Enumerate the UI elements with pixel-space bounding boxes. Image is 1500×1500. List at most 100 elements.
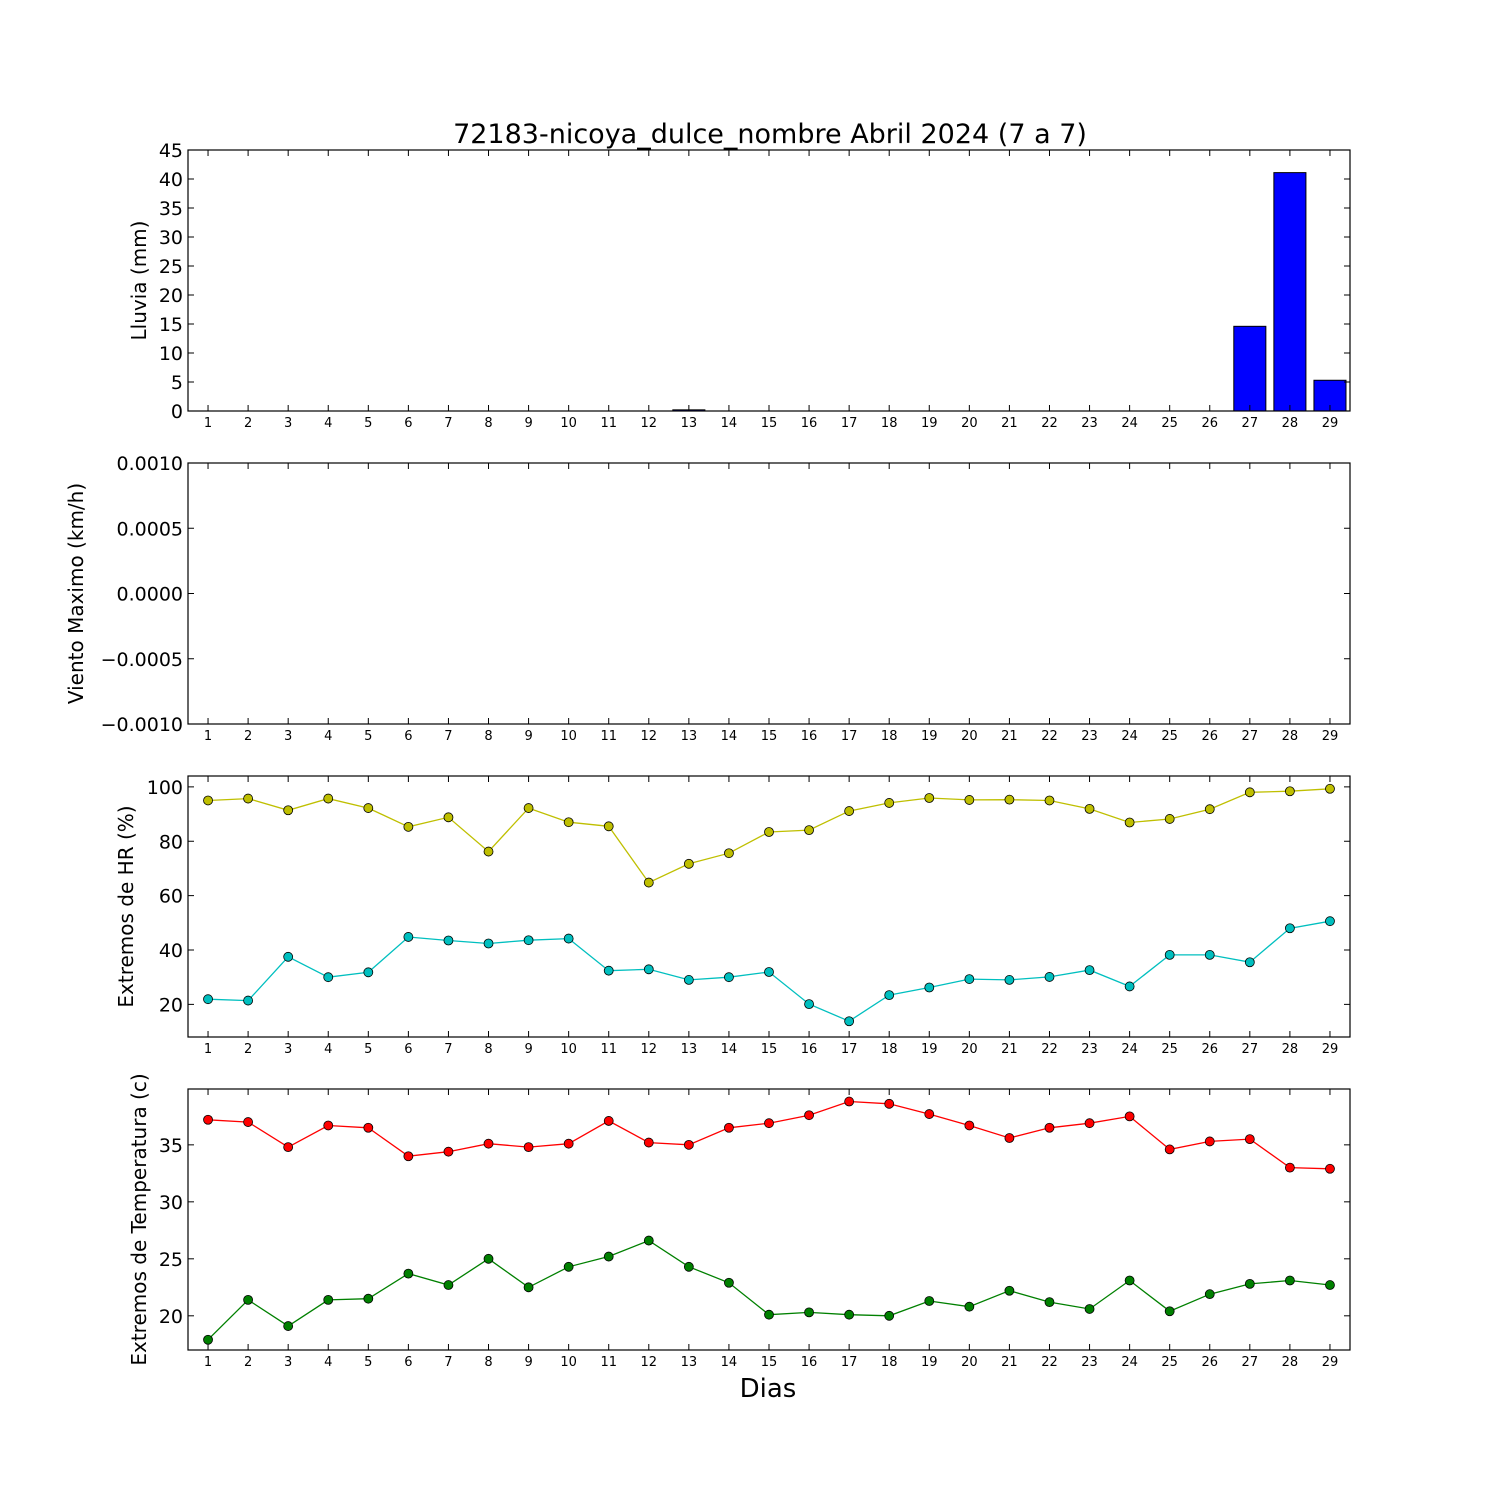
x-tick-label: 21: [1001, 416, 1018, 431]
x-tick-label: 22: [1041, 1355, 1058, 1370]
x-tick-label: 4: [324, 1042, 332, 1057]
x-tick-label: 2: [244, 416, 252, 431]
y-tick-label: 15: [159, 314, 183, 336]
x-tick-label: 12: [641, 1042, 658, 1057]
series-1-point-day-3: [283, 1142, 294, 1153]
series-1-point-day-26: [1204, 804, 1215, 815]
series-2-point-day-8: [483, 938, 494, 949]
x-tick-label: 7: [444, 416, 452, 431]
series-2-point-day-15: [764, 967, 774, 977]
series-2-point-day-28: [1284, 1275, 1295, 1286]
x-tick-label: 21: [1001, 1355, 1018, 1370]
series-2-point-day-2: [243, 1294, 254, 1305]
series-1-point-day-24: [1124, 1111, 1135, 1122]
x-tick-label: 16: [801, 416, 818, 431]
series-1-point-day-1: [203, 795, 213, 806]
series-1-point-day-6: [403, 1151, 414, 1162]
series-1-point-day-20: [964, 1120, 975, 1131]
series-1-point-day-2: [243, 1117, 254, 1127]
y-tick-label: 20: [159, 1306, 183, 1328]
series-2-point-day-21: [1004, 1285, 1015, 1296]
series-1-point-day-20: [964, 795, 975, 805]
series-1-point-day-18: [884, 798, 895, 808]
series-2-point-day-25: [1164, 1306, 1175, 1317]
series-2-point-day-6: [403, 932, 414, 942]
x-tick-label: 4: [324, 416, 332, 431]
series-2-point-day-16: [804, 1307, 814, 1318]
series-1-point-day-29: [1325, 1163, 1335, 1174]
series-2-line: [207, 1239, 1331, 1341]
x-tick-label: 18: [881, 729, 898, 744]
series-2-point-day-22: [1044, 1297, 1055, 1308]
x-tick-label: 9: [524, 1355, 532, 1370]
series-1-point-day-12: [643, 877, 654, 888]
x-tick-label: 20: [961, 1042, 978, 1057]
series-1-point-day-14: [724, 1122, 734, 1133]
series-2-point-day-11: [603, 965, 614, 976]
x-tick-label: 28: [1282, 416, 1299, 431]
series-2-point-day-12: [643, 1235, 654, 1246]
x-tick-label: 1: [204, 1355, 212, 1370]
series-2-point-day-3: [283, 951, 294, 962]
series-2-point-day-9: [523, 935, 534, 946]
x-tick-label: 1: [204, 1042, 212, 1057]
x-tick-label: 15: [761, 1042, 778, 1057]
x-tick-label: 22: [1041, 416, 1058, 431]
x-tick-label: 21: [1001, 1042, 1018, 1057]
y-tick-label: 30: [159, 227, 183, 249]
series-1-point-day-22: [1044, 1122, 1055, 1133]
x-tick-label: 4: [324, 729, 332, 744]
series-1-point-day-1: [203, 1114, 213, 1125]
x-tick-label: 16: [801, 729, 818, 744]
y-tick-label: −0.0010: [101, 714, 183, 736]
series-2-point-day-16: [804, 999, 814, 1010]
series-2-point-day-4: [323, 972, 334, 983]
series-2-point-day-4: [323, 1294, 334, 1305]
y-tick-label: 0.0000: [117, 584, 183, 606]
series-2-point-day-10: [563, 933, 574, 944]
x-tick-label: 10: [560, 1355, 577, 1370]
x-tick-label: 19: [921, 729, 938, 744]
series-2-point-day-19: [924, 1296, 935, 1306]
x-tick-label: 27: [1242, 729, 1259, 744]
x-tick-label: 15: [761, 729, 778, 744]
x-tick-label: 13: [681, 1042, 698, 1057]
x-tick-label: 27: [1242, 416, 1259, 431]
series-1-point-day-24: [1124, 817, 1135, 828]
y-tick-label: 40: [159, 940, 183, 962]
x-tick-label: 6: [404, 729, 412, 744]
x-tick-label: 4: [324, 1355, 332, 1370]
x-tick-label: 25: [1161, 729, 1178, 744]
x-tick-label: 26: [1201, 416, 1218, 431]
series-2-point-day-20: [964, 974, 975, 984]
y-tick-label: 30: [159, 1192, 183, 1214]
y-tick-label: 5: [171, 372, 183, 394]
y-tick-label: −0.0005: [101, 649, 183, 671]
x-tick-label: 7: [444, 1355, 452, 1370]
x-tick-label: 19: [921, 1042, 938, 1057]
x-tick-label: 19: [921, 1355, 938, 1370]
x-tick-label: 24: [1121, 729, 1138, 744]
x-tick-label: 20: [961, 729, 978, 744]
series-2-point-day-18: [884, 1310, 895, 1321]
x-tick-label: 28: [1282, 1042, 1299, 1057]
series-2-point-day-14: [724, 1277, 734, 1288]
series-1-point-day-10: [563, 817, 574, 828]
x-tick-label: 8: [484, 729, 492, 744]
series-2-point-day-27: [1244, 957, 1255, 968]
x-tick-label: 6: [404, 416, 412, 431]
series-1-point-day-2: [243, 793, 254, 804]
series-2-point-day-29: [1325, 1280, 1335, 1290]
rain-bar-day-29: [1313, 379, 1347, 412]
x-tick-label: 10: [560, 729, 577, 744]
series-1-point-day-28: [1284, 786, 1295, 797]
series-1-point-day-7: [443, 1146, 454, 1157]
x-tick-label: 20: [961, 416, 978, 431]
series-2-point-day-11: [603, 1251, 614, 1262]
series-1-point-day-21: [1004, 1133, 1015, 1143]
x-tick-label: 8: [484, 1042, 492, 1057]
x-tick-label: 15: [761, 1355, 778, 1370]
x-tick-label: 29: [1322, 1355, 1339, 1370]
rain-bar-day-27: [1233, 325, 1267, 412]
